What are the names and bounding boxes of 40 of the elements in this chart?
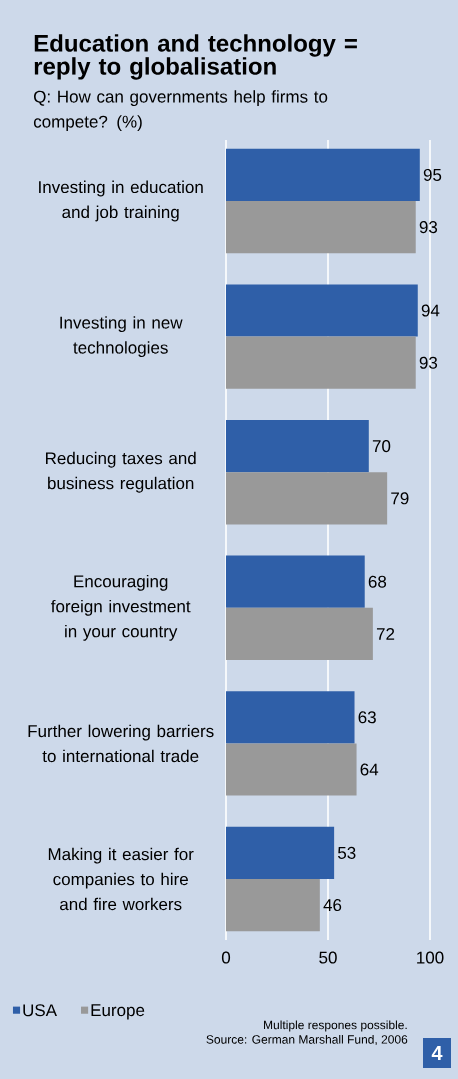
- y-tick-label: Encouraging foreign investment in your country: [51, 574, 191, 641]
- bar: [226, 691, 355, 744]
- data-label: 72: [376, 627, 395, 640]
- legend-label: Europe: [91, 1004, 145, 1020]
- x-tick-label: 0: [221, 951, 231, 964]
- data-label: 70: [372, 440, 391, 453]
- source-note: Source: German Marshall Fund, 2006: [206, 1034, 408, 1046]
- text: Multiple respones possible.: [264, 1020, 407, 1032]
- bar: [226, 607, 373, 661]
- y-tick-label: Making it easier for companies to hire and fire workers: [48, 847, 194, 911]
- legend-label: USA: [23, 1004, 57, 1017]
- data-label: 79: [391, 492, 409, 505]
- bar: [226, 826, 335, 879]
- chart-subtitle: Q: How can governments help firms to compete? (%): [33, 90, 328, 132]
- data-label: 46: [323, 899, 342, 912]
- data-label: 93: [419, 356, 438, 369]
- bar: [226, 336, 416, 389]
- bar: [226, 148, 420, 202]
- x-tick-label: 50: [319, 951, 337, 964]
- data-label: 64: [360, 763, 379, 776]
- bar: [226, 284, 418, 337]
- y-tick-label: Further lowering barriers to international trade: [28, 724, 214, 763]
- bar: [226, 420, 369, 473]
- bar: [226, 878, 320, 932]
- data-label: 63: [358, 711, 376, 724]
- bar: [226, 555, 365, 608]
- bar: [226, 201, 416, 254]
- data-label: 94: [421, 304, 440, 317]
- bar: [226, 472, 388, 525]
- y-tick-label: Investing in education and job training: [39, 180, 203, 222]
- y-tick-label: Investing in new technologies: [60, 316, 183, 358]
- data-label: 95: [423, 168, 442, 181]
- bar: [226, 743, 357, 796]
- data-label: 93: [419, 221, 438, 234]
- data-label: 68: [368, 575, 387, 588]
- text: 4: [431, 1046, 443, 1060]
- data-label: 53: [337, 846, 356, 859]
- chart-title: Education and technology = reply to globalisation: [34, 34, 357, 80]
- y-tick-label: Reducing taxes and business regulation: [46, 451, 196, 493]
- x-tick-label: 100: [417, 951, 444, 964]
